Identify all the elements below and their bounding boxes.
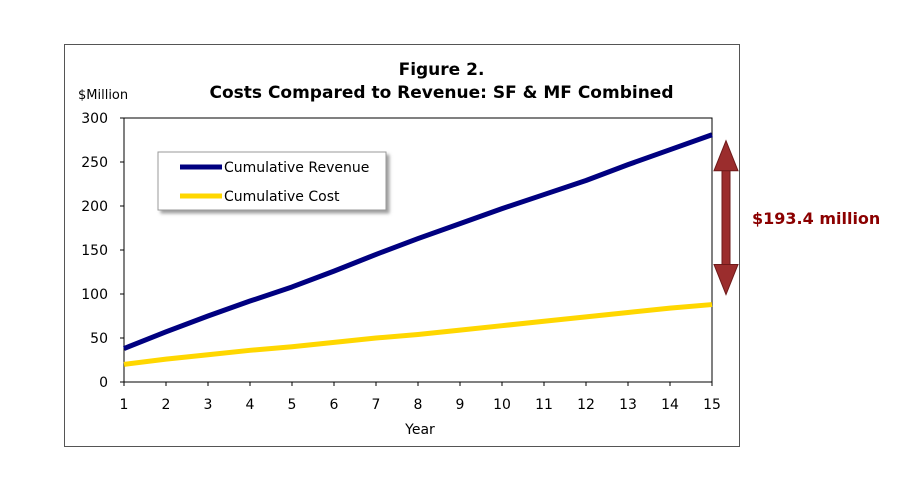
- x-tick-label-14: 14: [661, 397, 679, 413]
- x-tick-label-4: 4: [246, 397, 255, 413]
- series-line-revenue: [123, 132, 713, 351]
- x-axis-label: Year: [404, 422, 435, 438]
- y-tick-label-150: 150: [81, 243, 108, 259]
- y-tick-label-300: 300: [81, 111, 108, 127]
- x-tick-label-8: 8: [414, 397, 423, 413]
- chart-title-line2: Costs Compared to Revenue: SF & MF Combi…: [209, 83, 674, 103]
- y-tick-label-0: 0: [99, 375, 108, 391]
- x-tick-label-2: 2: [162, 397, 171, 413]
- legend-label-1: Cumulative Cost: [224, 189, 340, 205]
- x-tick-label-11: 11: [535, 397, 553, 413]
- x-tick-label-6: 6: [330, 397, 339, 413]
- difference-annotation: $193.4 million: [752, 209, 881, 228]
- x-tick-label-15: 15: [703, 397, 721, 413]
- y-tick-label-50: 50: [90, 331, 108, 347]
- legend-label-0: Cumulative Revenue: [224, 160, 369, 176]
- x-tick-label-12: 12: [577, 397, 595, 413]
- x-tick-label-3: 3: [204, 397, 213, 413]
- y-tick-label-100: 100: [81, 287, 108, 303]
- x-tick-label-10: 10: [493, 397, 511, 413]
- x-tick-label-1: 1: [120, 397, 129, 413]
- y-axis-label: $Million: [78, 88, 129, 103]
- arrow-shaft: [721, 168, 731, 268]
- x-tick-label-13: 13: [619, 397, 637, 413]
- arrow-head-up: [713, 139, 739, 172]
- series-line-cost: [123, 302, 713, 367]
- x-tick-label-5: 5: [288, 397, 297, 413]
- y-tick-label-200: 200: [81, 199, 108, 215]
- arrow-head-down: [713, 264, 739, 296]
- chart-title-line1: Figure 2.: [398, 60, 485, 80]
- y-tick-label-250: 250: [81, 155, 108, 171]
- x-tick-label-9: 9: [456, 397, 465, 413]
- x-tick-label-7: 7: [372, 397, 381, 413]
- legend-box: [157, 151, 387, 211]
- figure-frame: [64, 44, 740, 447]
